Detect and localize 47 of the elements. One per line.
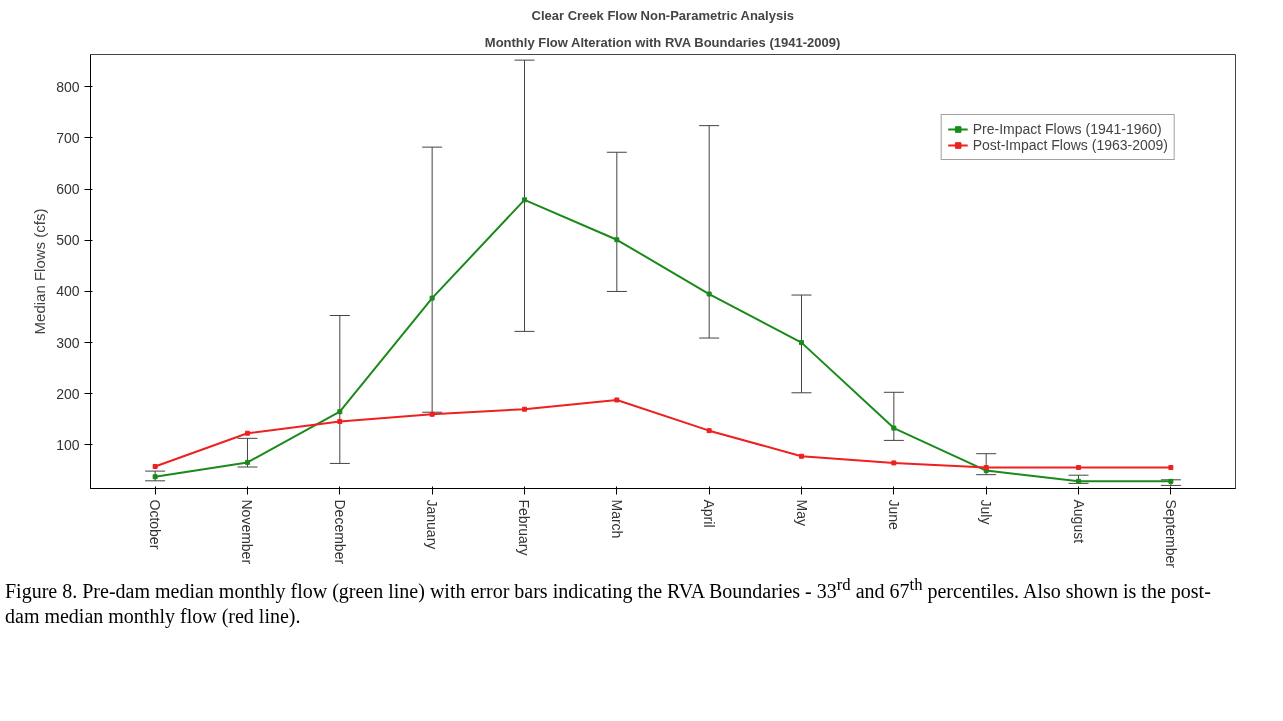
x-tick-label: July	[978, 499, 995, 525]
point	[244, 430, 250, 436]
point	[521, 197, 527, 203]
point	[706, 291, 712, 297]
x-tick-label: November	[239, 499, 256, 565]
y-tick-label: 600	[56, 181, 80, 198]
point	[891, 460, 897, 466]
point	[1076, 465, 1082, 471]
x-tick-label: August	[1070, 499, 1087, 544]
point	[1168, 465, 1174, 471]
point	[429, 411, 435, 417]
x-tick-label: December	[331, 499, 348, 565]
y-tick-label: 700	[56, 129, 80, 146]
point	[152, 463, 158, 469]
y-axis-title: Median Flows (cfs)	[31, 208, 49, 335]
x-tick-label: April	[701, 499, 718, 528]
x-tick-label: June	[885, 499, 902, 531]
x-tick-label: September	[1162, 499, 1179, 569]
point	[244, 459, 250, 465]
x-tick-label: October	[147, 499, 164, 550]
point	[1076, 478, 1082, 484]
point	[152, 474, 158, 480]
legend-label: Pre-Impact Flows (1941-1960)	[972, 121, 1162, 137]
chart-title: Clear Creek Flow Non-Parametric Analysis	[531, 7, 795, 23]
point	[614, 397, 620, 403]
y-tick-label: 800	[56, 78, 80, 95]
chart-subtitle: Monthly Flow Alteration with RVA Boundaries (1941-2009)	[484, 34, 841, 50]
point	[337, 409, 343, 415]
y-tick-label: 100	[56, 437, 80, 453]
y-tick-label: 200	[56, 385, 80, 402]
point	[429, 295, 435, 301]
point	[706, 428, 712, 434]
y-tick-label: 400	[56, 283, 80, 300]
x-tick-label: March	[608, 499, 625, 539]
text: Figure 8. Pre-dam median monthly flow (green line) with error bars indicating the RVA Boundaries - 33$^{rd}$ and 67$^{th}$ percentiles. Also shown is the post-dam median monthly flow (red line).	[5, 575, 1211, 627]
legend-label: Post-Impact Flows (1963-2009)	[972, 137, 1168, 153]
y-tick-label: 300	[56, 334, 80, 351]
x-tick-label: May	[793, 499, 810, 526]
point	[614, 237, 620, 243]
point	[337, 418, 343, 424]
point	[891, 425, 897, 431]
point	[799, 340, 805, 346]
y-tick-label: 500	[56, 232, 80, 249]
point	[521, 406, 527, 412]
x-tick-label: February	[516, 499, 533, 556]
point	[799, 453, 805, 459]
x-tick-label: January	[424, 499, 441, 550]
